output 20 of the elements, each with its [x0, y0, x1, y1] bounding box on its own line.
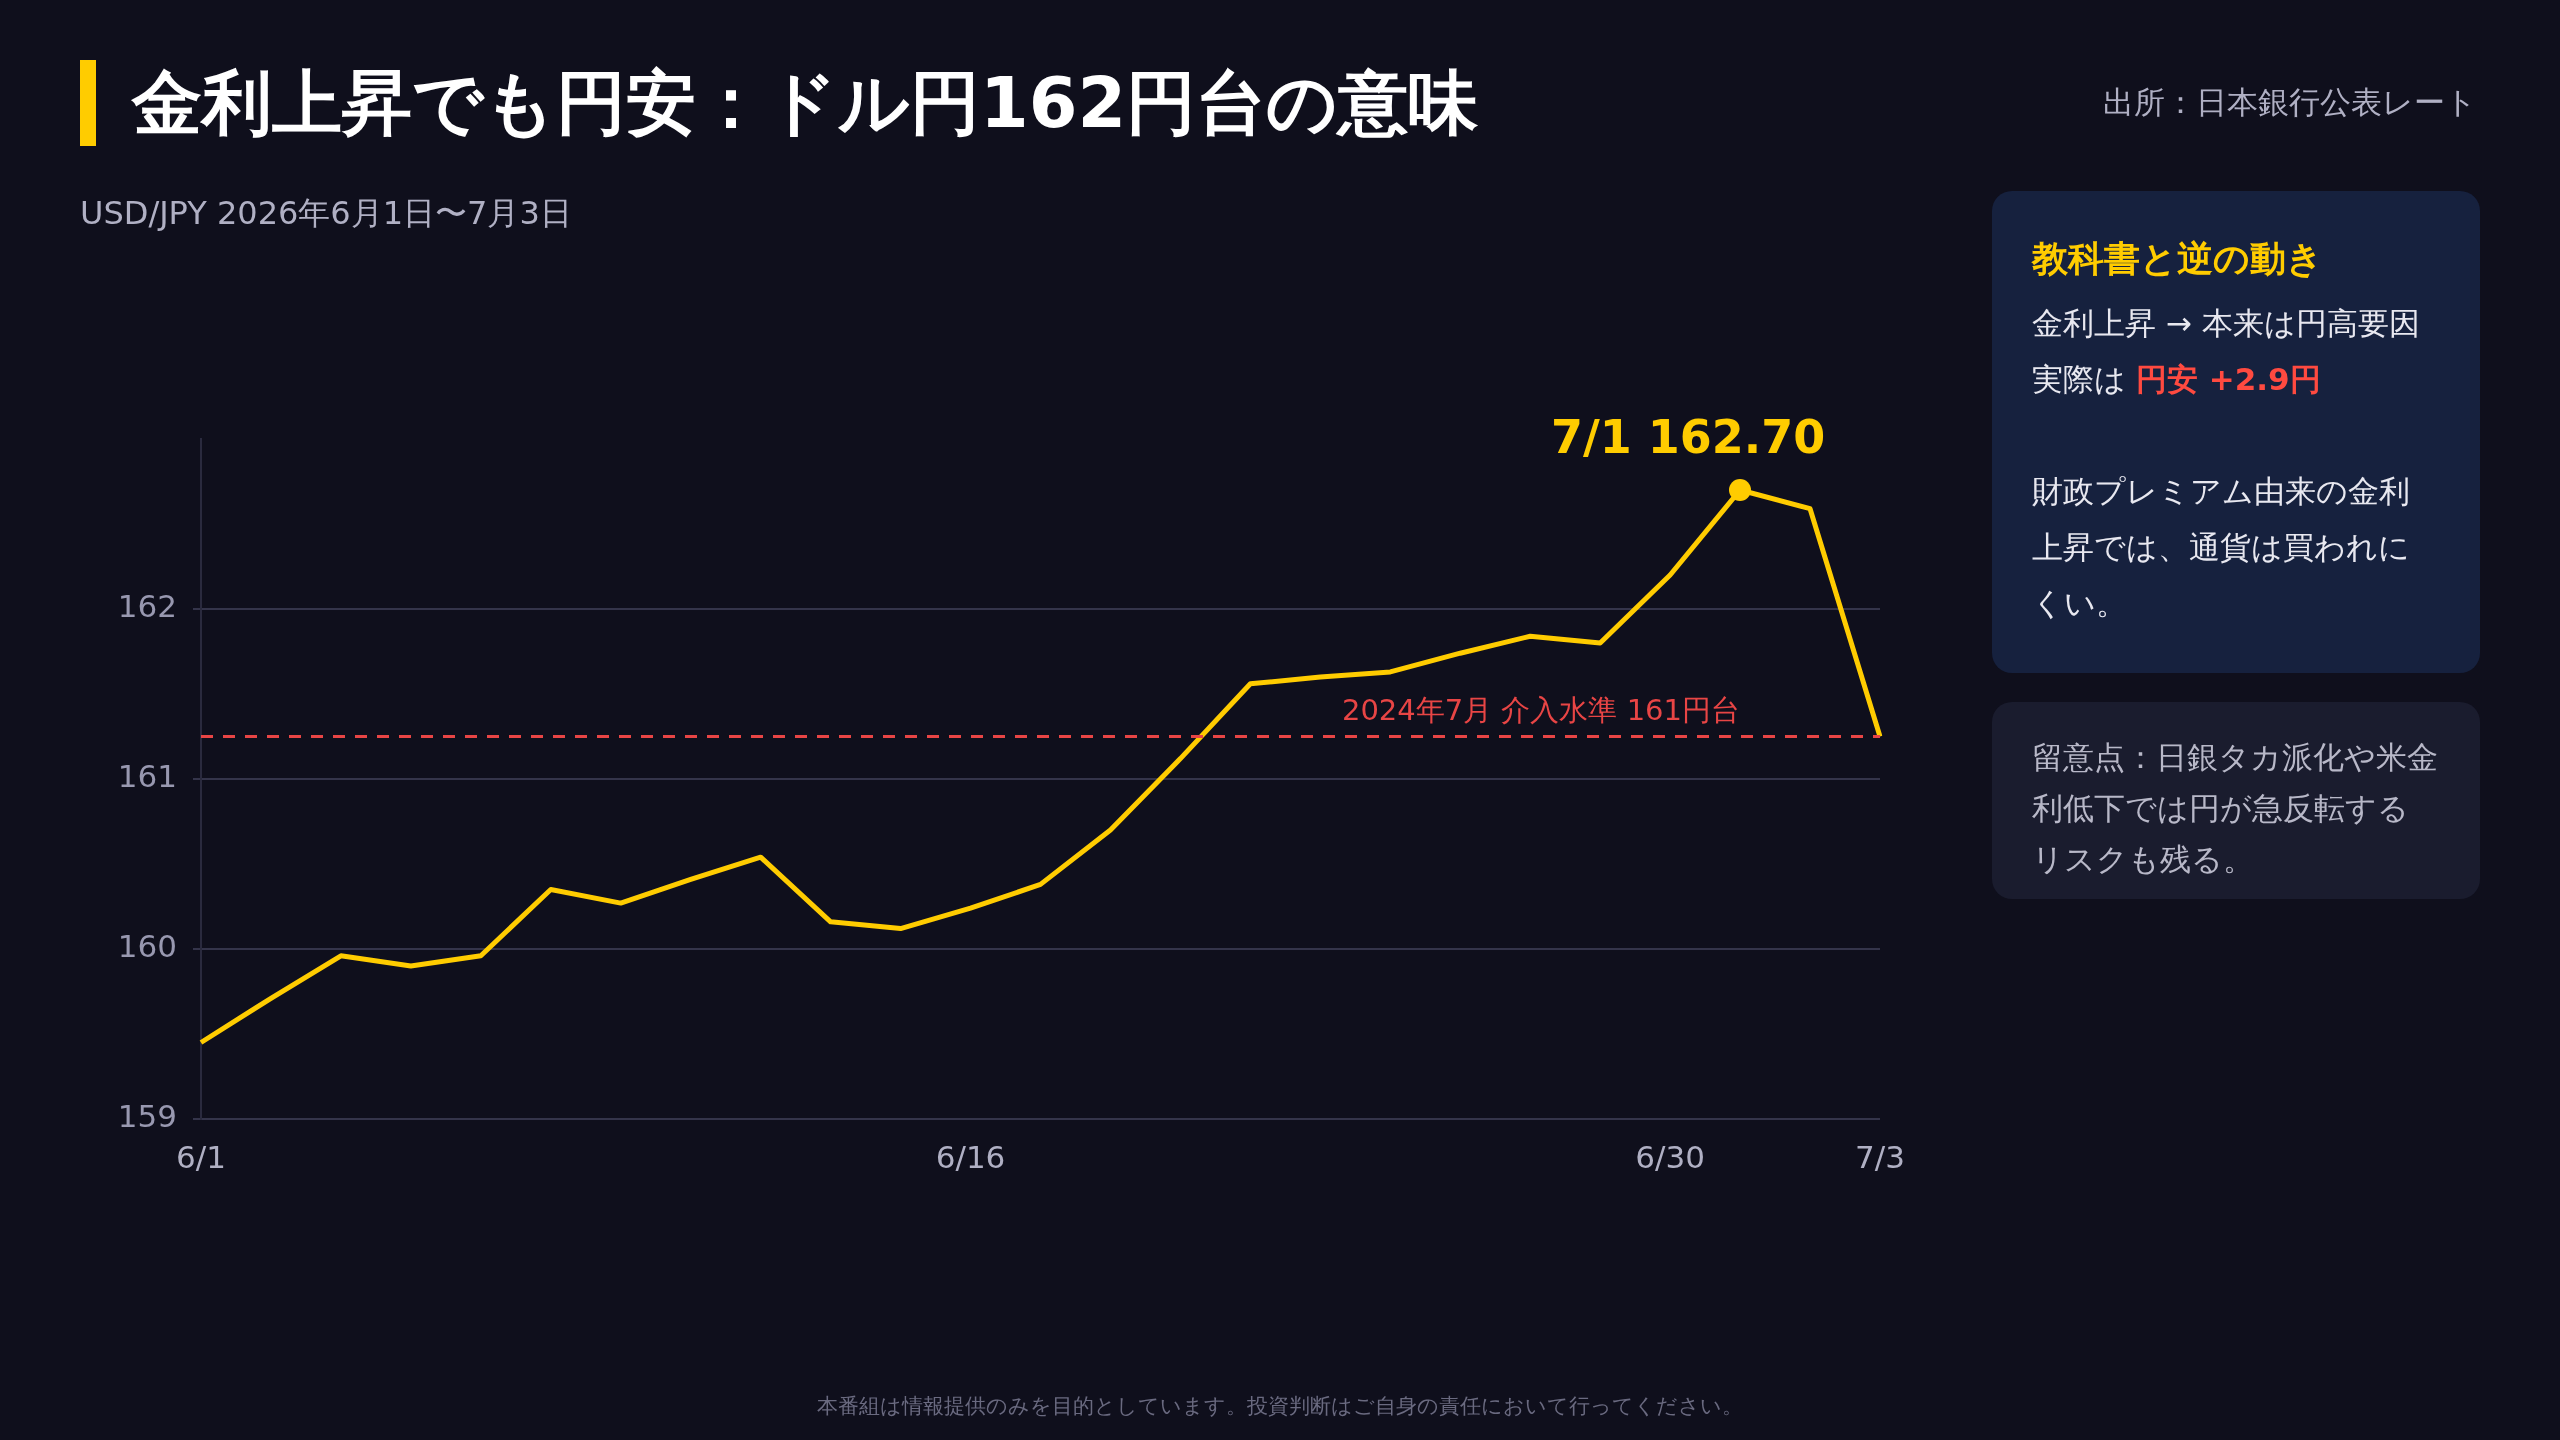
x-tick-label: 6/30: [1635, 1138, 1705, 1175]
text: 留意点：日銀タカ派化や米金利低下では円が急反転するリスクも残る。: [2032, 738, 2439, 879]
text: 円安 +2.9円: [2135, 361, 2321, 397]
text: 本番組は情報提供のみを目的としています。投資判断はご自身の責任において行ってください。: [816, 1393, 1744, 1420]
x-tick-label: 7/3: [1855, 1138, 1905, 1175]
x-tick-label: 6/16: [935, 1138, 1006, 1175]
text: 財政プレミアム由来の金利上昇では、通貨は買われにくい。: [2032, 472, 2411, 623]
y-tick-label: 161: [117, 758, 177, 795]
y-tick-label: 159: [117, 1098, 177, 1135]
y-tick-label: 162: [117, 588, 177, 625]
text: 実際は: [2032, 361, 2126, 397]
ref-line-label: 2024年7月 介入水準 161円台: [1341, 692, 1740, 727]
text: 金利上昇 → 本来は円高要因: [2032, 304, 2421, 343]
text: 教科書と逆の動き: [2032, 237, 2324, 281]
annotation: 7/1 162.70: [1550, 409, 1826, 464]
chart-title: 金利上昇でも円安：ドル円162円台の意味: [132, 61, 1479, 146]
y-tick-label: 160: [117, 928, 177, 965]
x-tick-label: 6/1: [176, 1138, 226, 1175]
text: 出所：日本銀行公表レート: [2103, 83, 2477, 122]
chart-subtitle: USD/JPY 2026年6月1日〜7月3日: [80, 193, 572, 234]
